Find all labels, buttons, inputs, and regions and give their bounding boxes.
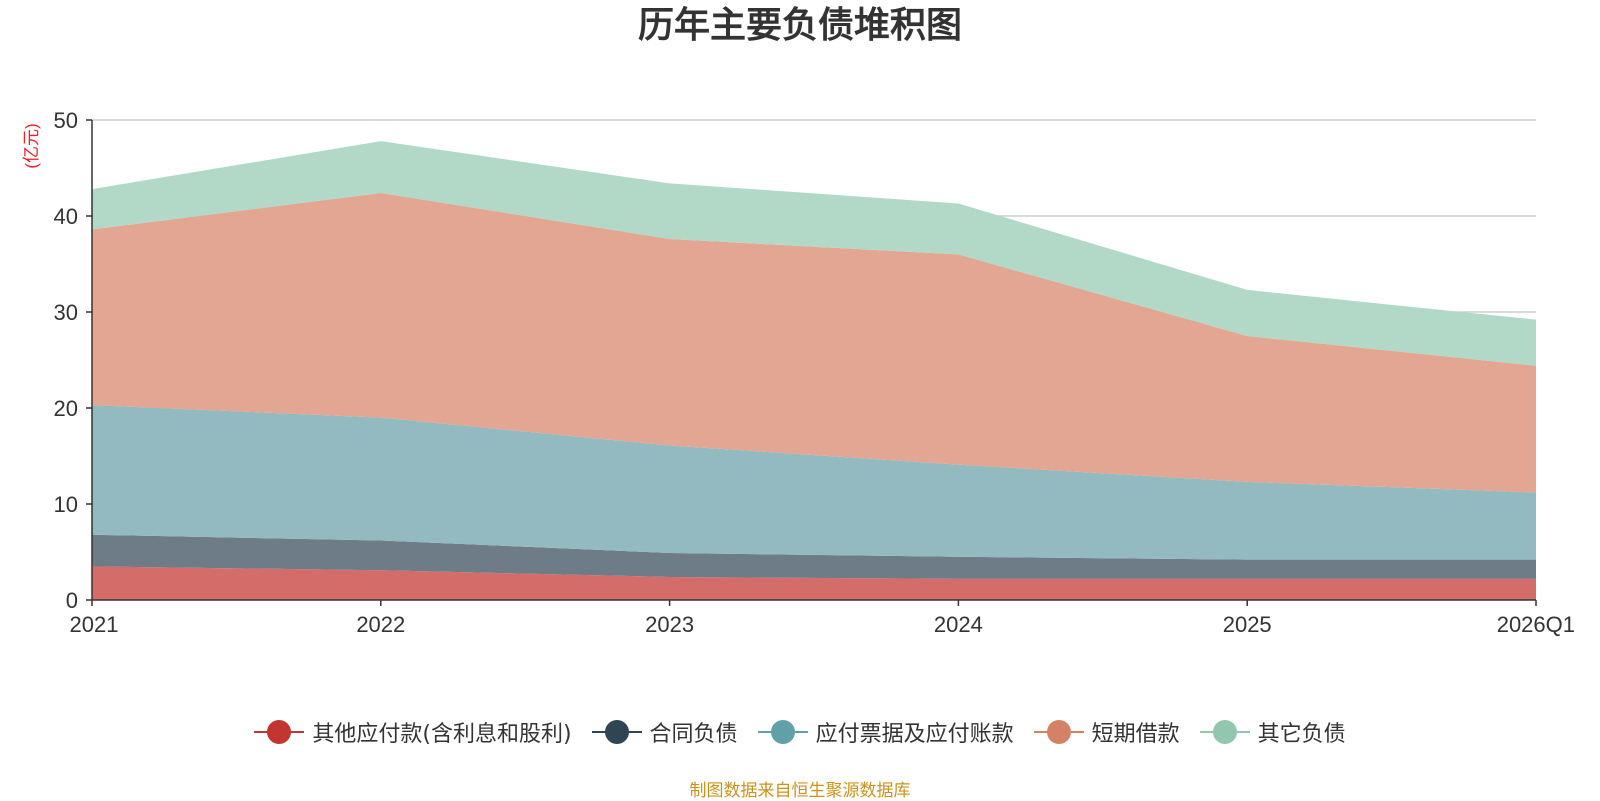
legend-marker <box>254 719 305 745</box>
legend-label: 短期借款 <box>1091 722 1180 747</box>
legend-marker <box>757 719 808 745</box>
axes: (亿元) 0 10 20 30 40 50 2021 2022 2023 2024 2025 2026… <box>22 108 1575 637</box>
legend-item-4[interactable]: 短期借款 <box>1033 716 1180 748</box>
legend-label: 合同负债 <box>649 722 738 747</box>
y-tick-label: 50 <box>54 108 78 133</box>
x-tick-label: 2022 <box>356 612 405 637</box>
legend-marker <box>1033 719 1084 745</box>
legend-item-3[interactable]: 应付票据及应付账款 <box>757 716 1014 748</box>
area-series <box>92 141 1536 600</box>
legend-label: 应付票据及应付账款 <box>815 722 1014 747</box>
legend-marker <box>591 719 642 745</box>
x-tick-label: 2023 <box>645 612 694 637</box>
area-series-2[interactable] <box>92 534 1536 579</box>
legend-marker <box>1199 719 1250 745</box>
area-series-1[interactable] <box>92 566 1536 600</box>
legend: 其他应付款(含利息和股利) 合同负债 应付票据及应付账款 短期借款 其它负债 <box>0 712 1600 752</box>
x-tick-label: 2024 <box>934 612 983 637</box>
legend-label: 其他应付款(含利息和股利) <box>312 722 572 747</box>
legend-item-5[interactable]: 其它负债 <box>1199 716 1346 748</box>
x-tick-label: 2026Q1 <box>1497 612 1575 637</box>
x-tick-label: 2025 <box>1223 612 1272 637</box>
area-series-4[interactable] <box>92 192 1536 493</box>
area-series-5[interactable] <box>92 141 1536 366</box>
y-axis-label: (亿元) <box>22 123 41 168</box>
y-tick-label: 30 <box>54 300 78 325</box>
y-tick-label: 0 <box>66 588 78 613</box>
x-tick-label: 2021 <box>70 612 119 637</box>
y-tick-label: 20 <box>54 396 78 421</box>
chart-title: 历年主要负债堆积图 <box>637 5 962 46</box>
y-tick-label: 40 <box>54 204 78 229</box>
legend-label: 其它负债 <box>1257 722 1346 747</box>
legend-item-1[interactable]: 其他应付款(含利息和股利) <box>254 716 572 748</box>
source-note: 制图数据来自恒生聚源数据库 <box>689 781 911 801</box>
legend-item-2[interactable]: 合同负债 <box>591 716 738 748</box>
y-tick-label: 10 <box>54 492 78 517</box>
area-series-3[interactable] <box>92 405 1536 560</box>
